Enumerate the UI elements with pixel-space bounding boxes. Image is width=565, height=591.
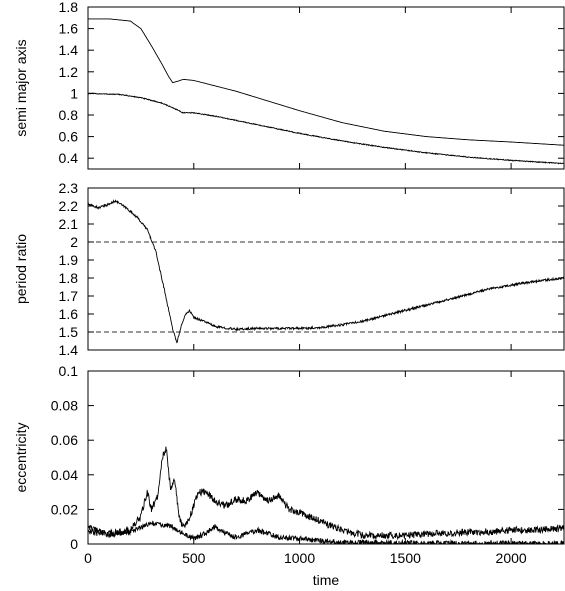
y-tick-label: 1.6 [59,306,79,322]
y-tick-label: 0.6 [59,129,79,145]
y-tick-label: 2.1 [59,216,79,232]
y-tick-label: 0.02 [51,501,78,517]
y-tick-label: 0 [70,536,78,552]
x-tick-label: 2000 [496,550,527,566]
x-tick-label: 500 [182,550,206,566]
series-line-1 [88,520,564,544]
plot-frame [87,6,565,170]
semi-major-axis-panel: 0.4 0.6 0.8 1 1.2 1.4 1.6 1.8 semi major axis [13,0,565,170]
y-tick-label: 1 [70,85,78,101]
y-tick-label: 1.5 [59,324,79,340]
y-tick-label: 0.06 [51,432,78,448]
y-tick-label: 0.04 [51,467,78,483]
y-tick-label: 0.8 [59,107,79,123]
x-tick-label: 0 [84,550,92,566]
series-line-0 [88,199,564,344]
y-tick-label: 2 [70,234,78,250]
y-tick-label: 1.8 [59,270,79,286]
y-axis-label: semi major axis [13,39,29,136]
y-tick-label: 1.2 [59,64,79,80]
eccentricity-panel: 0 0.02 0.04 0.06 0.08 0.1 0 500 1000 1500 2000 ecce… [13,363,565,588]
series-line-1 [88,92,564,165]
plot-frame [87,187,565,351]
y-axis-label: period ratio [13,234,29,304]
x-tick-label: 1500 [390,550,421,566]
y-tick-label: 1.9 [59,252,79,268]
y-tick-label: 0.1 [59,363,79,379]
y-tick-label: 2.3 [59,180,79,196]
y-tick-label: 1.7 [59,288,79,304]
series-line-0 [88,18,564,146]
y-axis-label: eccentricity [13,422,29,492]
period-ratio-panel: 1.4 1.5 1.6 1.7 1.8 1.9 2 2.1 2.2 2.3 period ratio [13,180,565,358]
x-axis-label: time [313,572,340,588]
series-line-0 [88,446,564,541]
y-tick-label: 1.6 [59,21,79,37]
y-tick-label: 0.08 [51,398,78,414]
plot-frame [87,370,565,545]
y-tick-label: 0.4 [59,150,79,166]
x-tick-label: 1000 [284,550,315,566]
y-tick-label: 2.2 [59,198,79,214]
y-tick-label: 1.4 [59,342,79,358]
y-tick-label: 1.4 [59,42,79,58]
y-tick-label: 1.8 [59,0,79,15]
